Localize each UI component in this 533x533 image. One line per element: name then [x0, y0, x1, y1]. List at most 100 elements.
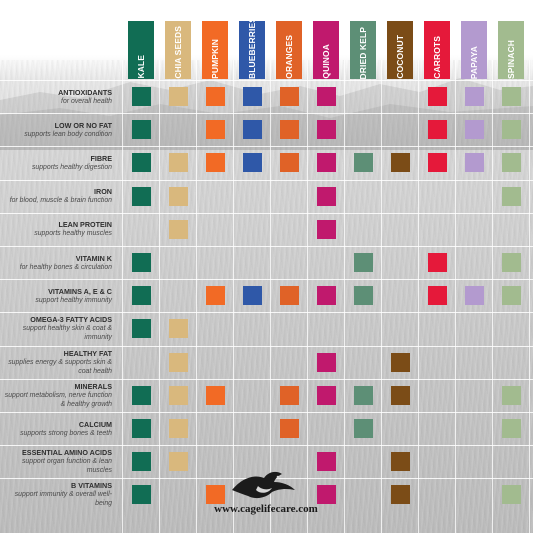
nutrient-mark-chia	[168, 186, 188, 206]
nutrient-name: ESSENTIAL AMINO ACIDS	[22, 448, 112, 458]
nutrient-mark-quinoa	[316, 153, 336, 173]
column-divider	[270, 60, 271, 533]
row-divider	[0, 179, 533, 181]
nutrient-mark-quinoa	[316, 286, 336, 306]
row-label: IRON for blood, muscle & brain function	[0, 187, 112, 205]
nutrient-mark-kelp	[353, 286, 373, 306]
nutrient-mark-chia	[168, 319, 188, 339]
nutrient-mark-oranges	[279, 87, 299, 107]
column-divider	[307, 60, 308, 533]
nutrient-mark-chia	[168, 219, 188, 239]
nutrient-description: supports healthy digestion	[31, 163, 112, 171]
nutrient-mark-blueberries	[242, 120, 262, 140]
column-label: DRIED KELP	[358, 26, 368, 79]
row-divider	[0, 212, 533, 214]
nutrient-name: VITAMIN K	[75, 253, 112, 263]
nutrient-mark-kale	[131, 286, 151, 306]
row-label: ANTIOXIDANTS for overall health	[0, 88, 112, 106]
nutrient-row: LOW OR NO FAT supports lean body conditio…	[0, 113, 533, 146]
column-header-oranges: ORANGES	[276, 21, 302, 79]
nutrient-mark-pumpkin	[205, 153, 225, 173]
column-divider	[418, 60, 419, 533]
nutrient-mark-coconut	[390, 153, 410, 173]
nutrient-mark-kale	[131, 419, 151, 439]
nutrient-mark-oranges	[279, 385, 299, 405]
nutrient-description: support healthy immunity	[35, 296, 112, 304]
column-divider	[122, 60, 123, 533]
column-label: PUMPKIN	[210, 39, 220, 79]
nutrient-mark-kelp	[353, 253, 373, 273]
nutrient-mark-chia	[168, 153, 188, 173]
row-divider	[0, 445, 533, 447]
nutrient-mark-quinoa	[316, 452, 336, 472]
nutrient-description: supplies energy & supports skin & coat h…	[8, 358, 112, 375]
nutrient-mark-kale	[131, 120, 151, 140]
nutrient-mark-chia	[168, 452, 188, 472]
column-label: BLUEBERRIES	[247, 16, 257, 79]
nutrient-name: LOW OR NO FAT	[54, 120, 112, 130]
nutrient-name: ANTIOXIDANTS	[58, 87, 112, 97]
column-divider	[159, 60, 160, 533]
nutrient-mark-carrots	[427, 87, 447, 107]
column-label: ORANGES	[284, 35, 294, 79]
column-label: CARROTS	[432, 36, 442, 79]
row-divider	[0, 378, 533, 380]
website-url[interactable]: www.cagelifecare.com	[214, 503, 318, 515]
column-divider	[344, 60, 345, 533]
nutrient-mark-oranges	[279, 286, 299, 306]
nutrient-mark-kale	[131, 385, 151, 405]
column-label: PAPAYA	[469, 45, 479, 79]
nutrient-mark-quinoa	[316, 87, 336, 107]
nutrient-description: support healthy skin & coat & immunity	[22, 325, 112, 342]
nutrient-row: CALCIUM supports strong bones & teeth	[0, 412, 533, 445]
nutrient-mark-quinoa	[316, 186, 336, 206]
nutrient-row: ESSENTIAL AMINO ACIDS support organ funct…	[0, 445, 533, 478]
column-header-chia: CHIA SEEDS	[165, 21, 191, 79]
nutrient-mark-kelp	[353, 385, 373, 405]
nutrient-description: for overall health	[61, 97, 112, 105]
nutrient-mark-coconut	[390, 352, 410, 372]
nutrient-description: support organ function & lean muscles	[21, 458, 112, 475]
nutrient-mark-papaya	[464, 120, 484, 140]
nutrient-mark-kale	[131, 87, 151, 107]
row-divider	[0, 146, 533, 148]
column-header-carrots: CARROTS	[424, 21, 450, 79]
nutrient-mark-pumpkin	[205, 485, 225, 505]
nutrient-mark-quinoa	[316, 485, 336, 505]
row-label: MINERALS support metabolism, nerve functi…	[0, 382, 112, 409]
nutrient-mark-pumpkin	[205, 385, 225, 405]
column-header-spinach: SPINACH	[498, 21, 524, 79]
row-divider	[0, 80, 533, 81]
column-label: KALE	[136, 55, 146, 79]
row-divider	[0, 279, 533, 281]
nutrient-description: support immunity & overall well-being	[14, 491, 112, 508]
row-label: OMEGA-3 FATTY ACIDS support healthy skin …	[0, 315, 112, 342]
nutrient-mark-carrots	[427, 286, 447, 306]
row-label: CALCIUM supports strong bones & teeth	[0, 420, 112, 438]
row-divider	[0, 246, 533, 247]
column-divider	[381, 60, 382, 533]
column-divider	[233, 60, 234, 533]
nutrient-mark-chia	[168, 352, 188, 372]
nutrient-name: FIBRE	[90, 153, 112, 163]
column-label: QUINOA	[321, 44, 331, 79]
nutrient-mark-spinach	[501, 485, 521, 505]
nutrient-mark-carrots	[427, 253, 447, 273]
nutrient-mark-spinach	[501, 385, 521, 405]
nutrient-mark-coconut	[390, 452, 410, 472]
nutrient-mark-papaya	[464, 153, 484, 173]
nutrient-description: supports strong bones & teeth	[20, 429, 112, 437]
nutrient-mark-oranges	[279, 153, 299, 173]
nutrient-mark-spinach	[501, 286, 521, 306]
nutrient-row: OMEGA-3 FATTY ACIDS support healthy skin …	[0, 312, 533, 345]
nutrient-description: support metabolism, nerve function & hea…	[4, 391, 112, 408]
column-divider	[529, 60, 530, 533]
nutrient-name: MINERALS	[74, 381, 112, 391]
nutrient-mark-blueberries	[242, 153, 262, 173]
nutrient-mark-chia	[168, 87, 188, 107]
nutrient-mark-coconut	[390, 385, 410, 405]
